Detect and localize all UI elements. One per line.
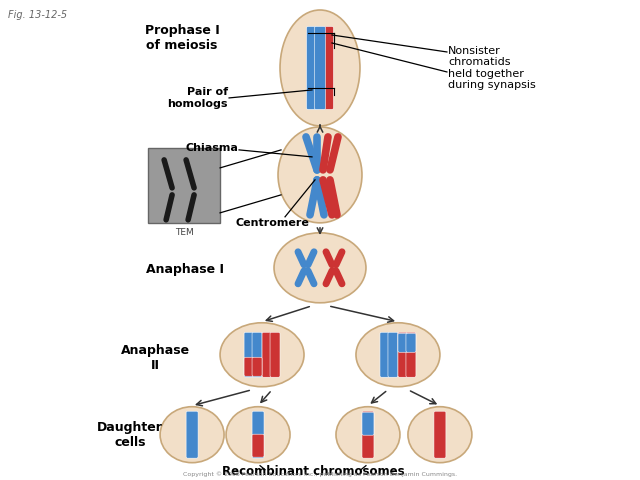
Text: Prophase I
of meiosis: Prophase I of meiosis	[145, 24, 220, 52]
Text: TEM: TEM	[175, 228, 193, 237]
FancyBboxPatch shape	[244, 357, 254, 376]
Ellipse shape	[356, 323, 440, 387]
Text: Chiasma: Chiasma	[185, 143, 238, 153]
FancyBboxPatch shape	[398, 332, 408, 377]
FancyBboxPatch shape	[186, 411, 198, 458]
Text: Daughter
cells: Daughter cells	[97, 420, 163, 449]
FancyBboxPatch shape	[380, 332, 390, 377]
FancyBboxPatch shape	[307, 26, 317, 109]
Text: Fig. 13-12-5: Fig. 13-12-5	[8, 10, 67, 20]
Ellipse shape	[336, 407, 400, 463]
FancyBboxPatch shape	[362, 412, 374, 435]
Text: Anaphase I: Anaphase I	[146, 264, 224, 276]
FancyBboxPatch shape	[252, 411, 264, 458]
FancyBboxPatch shape	[388, 332, 398, 377]
FancyBboxPatch shape	[314, 26, 326, 109]
FancyBboxPatch shape	[270, 332, 280, 377]
Bar	[148, 148, 220, 223]
FancyBboxPatch shape	[362, 411, 374, 458]
Text: Pair of
homologs: Pair of homologs	[168, 87, 228, 109]
Ellipse shape	[278, 127, 362, 223]
FancyBboxPatch shape	[252, 434, 264, 457]
FancyBboxPatch shape	[252, 332, 262, 377]
FancyBboxPatch shape	[252, 357, 262, 376]
Text: Copyright © 2008 Pearson Education, Inc., publishing as Pearson Benjamin Cumming: Copyright © 2008 Pearson Education, Inc.…	[183, 471, 457, 477]
Text: Anaphase
II: Anaphase II	[120, 344, 189, 372]
Ellipse shape	[160, 407, 224, 463]
Ellipse shape	[274, 233, 366, 303]
FancyBboxPatch shape	[323, 26, 333, 109]
FancyBboxPatch shape	[398, 333, 408, 352]
Text: Nonsister
chromatids
held together
during synapsis: Nonsister chromatids held together durin…	[448, 46, 536, 90]
FancyBboxPatch shape	[406, 332, 416, 377]
Text: Centromere: Centromere	[235, 218, 309, 228]
Text: Recombinant chromosomes: Recombinant chromosomes	[221, 465, 404, 478]
FancyBboxPatch shape	[406, 333, 416, 352]
FancyBboxPatch shape	[262, 332, 272, 377]
Ellipse shape	[220, 323, 304, 387]
FancyBboxPatch shape	[244, 332, 254, 377]
FancyBboxPatch shape	[434, 411, 446, 458]
Ellipse shape	[226, 407, 290, 463]
Ellipse shape	[408, 407, 472, 463]
Ellipse shape	[280, 10, 360, 126]
